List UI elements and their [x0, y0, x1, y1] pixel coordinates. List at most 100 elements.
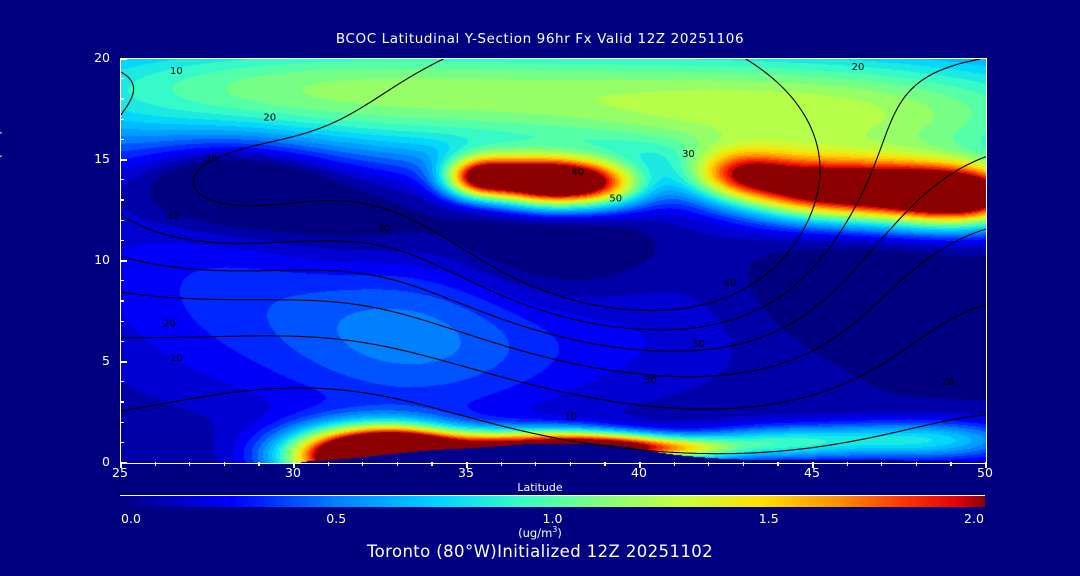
y-tick-label: 10 — [94, 252, 110, 267]
svg-text:20: 20 — [163, 319, 176, 330]
x-minor-tick — [500, 462, 502, 466]
y-minor-tick — [120, 78, 124, 80]
x-minor-tick — [362, 462, 364, 466]
wind-speed-contours: 10 20 30 40 30 20 10 40 50 30 20 50 30 10 20 40 — [121, 59, 986, 455]
svg-text:40: 40 — [571, 167, 584, 178]
colorbar-units-label: (ug/m3) — [518, 525, 562, 540]
y-minor-tick — [120, 441, 124, 443]
x-minor-tick — [673, 462, 675, 466]
contour-label: 20 — [942, 377, 955, 388]
y-minor-tick — [120, 280, 124, 282]
svg-text:10: 10 — [564, 412, 577, 423]
x-minor-tick — [223, 462, 225, 466]
contour-label: 30 — [378, 224, 391, 235]
x-tick-label: 50 — [977, 465, 993, 480]
y-minor-tick — [120, 199, 124, 201]
y-tick-label: 20 — [94, 50, 110, 65]
x-tick-label: 25 — [112, 465, 128, 480]
y-minor-tick — [120, 381, 124, 383]
x-tick-mark — [120, 462, 122, 468]
x-tick-label: 45 — [804, 465, 820, 480]
colorbar-tick-label: 0.5 — [326, 511, 347, 526]
colorbar-tick-label: 0.0 — [121, 511, 141, 526]
svg-text:20: 20 — [263, 113, 276, 124]
y-tick-mark — [120, 58, 127, 60]
x-minor-tick — [604, 462, 606, 466]
x-minor-tick — [742, 462, 744, 466]
y-minor-tick — [120, 340, 124, 342]
x-tick-mark — [985, 462, 987, 468]
y-minor-tick — [120, 179, 124, 181]
contour-line-20 — [121, 304, 986, 410]
x-tick-mark — [639, 462, 641, 468]
x-tick-label: 35 — [458, 465, 474, 480]
contour-label: 40 — [724, 278, 737, 289]
y-tick-label: 0 — [102, 454, 110, 469]
svg-text:30: 30 — [205, 153, 218, 164]
x-minor-tick — [396, 462, 398, 466]
contour-label: 30 — [682, 149, 695, 160]
svg-text:30: 30 — [644, 375, 657, 386]
svg-text:20: 20 — [942, 377, 955, 388]
x-tick-label: 40 — [631, 465, 647, 480]
contour-label: 30 — [644, 375, 657, 386]
colorbar[interactable] — [120, 495, 985, 507]
svg-text:50: 50 — [692, 339, 705, 350]
y-minor-tick — [120, 239, 124, 241]
y-minor-tick — [120, 138, 124, 140]
x-minor-tick — [327, 462, 329, 466]
contour-label: 10 — [564, 412, 577, 423]
x-minor-tick — [777, 462, 779, 466]
x-axis-label: Latitude — [517, 481, 563, 494]
svg-text:50: 50 — [609, 193, 622, 204]
y-tick-mark — [120, 159, 127, 161]
svg-text:10: 10 — [170, 66, 183, 77]
x-minor-tick — [154, 462, 156, 466]
x-minor-tick — [431, 462, 433, 466]
y-minor-tick — [120, 401, 124, 403]
y-minor-tick — [120, 219, 124, 221]
x-minor-tick — [535, 462, 537, 466]
contour-label: 40 — [167, 212, 180, 223]
contour-label: 40 — [571, 167, 584, 178]
x-minor-tick — [189, 462, 191, 466]
colorbar-tick-label: 1.5 — [758, 511, 779, 526]
svg-text:40: 40 — [167, 212, 180, 223]
svg-text:40: 40 — [724, 278, 737, 289]
x-tick-mark — [466, 462, 468, 468]
x-minor-tick — [708, 462, 710, 466]
x-minor-tick — [881, 462, 883, 466]
x-minor-tick — [846, 462, 848, 466]
y-tick-mark — [120, 260, 127, 262]
contour-line-40 — [121, 156, 986, 352]
y-tick-label: 5 — [102, 353, 110, 368]
y-tick-mark — [120, 361, 127, 363]
x-tick-label: 30 — [285, 465, 301, 480]
x-tick-mark — [812, 462, 814, 468]
colorbar-tick-label: 1.0 — [542, 511, 563, 526]
contour-label: 10 — [170, 353, 183, 364]
figure-caption: Toronto (80°W)Initialized 12Z 20251102 — [366, 542, 714, 561]
contour-label: 50 — [609, 193, 622, 204]
contour-label: 30 — [205, 153, 218, 164]
contour-label: 20 — [263, 113, 276, 124]
contour-label: 20 — [852, 62, 865, 73]
y-axis-label: Altitude (km) — [0, 130, 3, 212]
y-minor-tick — [120, 118, 124, 120]
contour-label: 20 — [163, 319, 176, 330]
svg-text:30: 30 — [682, 149, 695, 160]
contour-label: 10 — [170, 66, 183, 77]
contour-line-50 — [121, 59, 981, 331]
y-minor-tick — [120, 300, 124, 302]
svg-text:10: 10 — [170, 353, 183, 364]
plot-area[interactable]: 10 20 30 40 30 20 10 40 50 30 20 50 30 10 20 40 — [120, 58, 987, 464]
contour-line-10 — [121, 387, 986, 455]
y-tick-label: 15 — [94, 151, 110, 166]
colorbar-tick-label: 2.0 — [964, 511, 984, 526]
y-minor-tick — [120, 98, 124, 100]
contour-label: 50 — [692, 339, 705, 350]
x-minor-tick — [258, 462, 260, 466]
y-tick-mark — [120, 462, 127, 464]
chart-title: BCOC Latitudinal Y-Section 96hr Fx Valid… — [335, 31, 745, 47]
